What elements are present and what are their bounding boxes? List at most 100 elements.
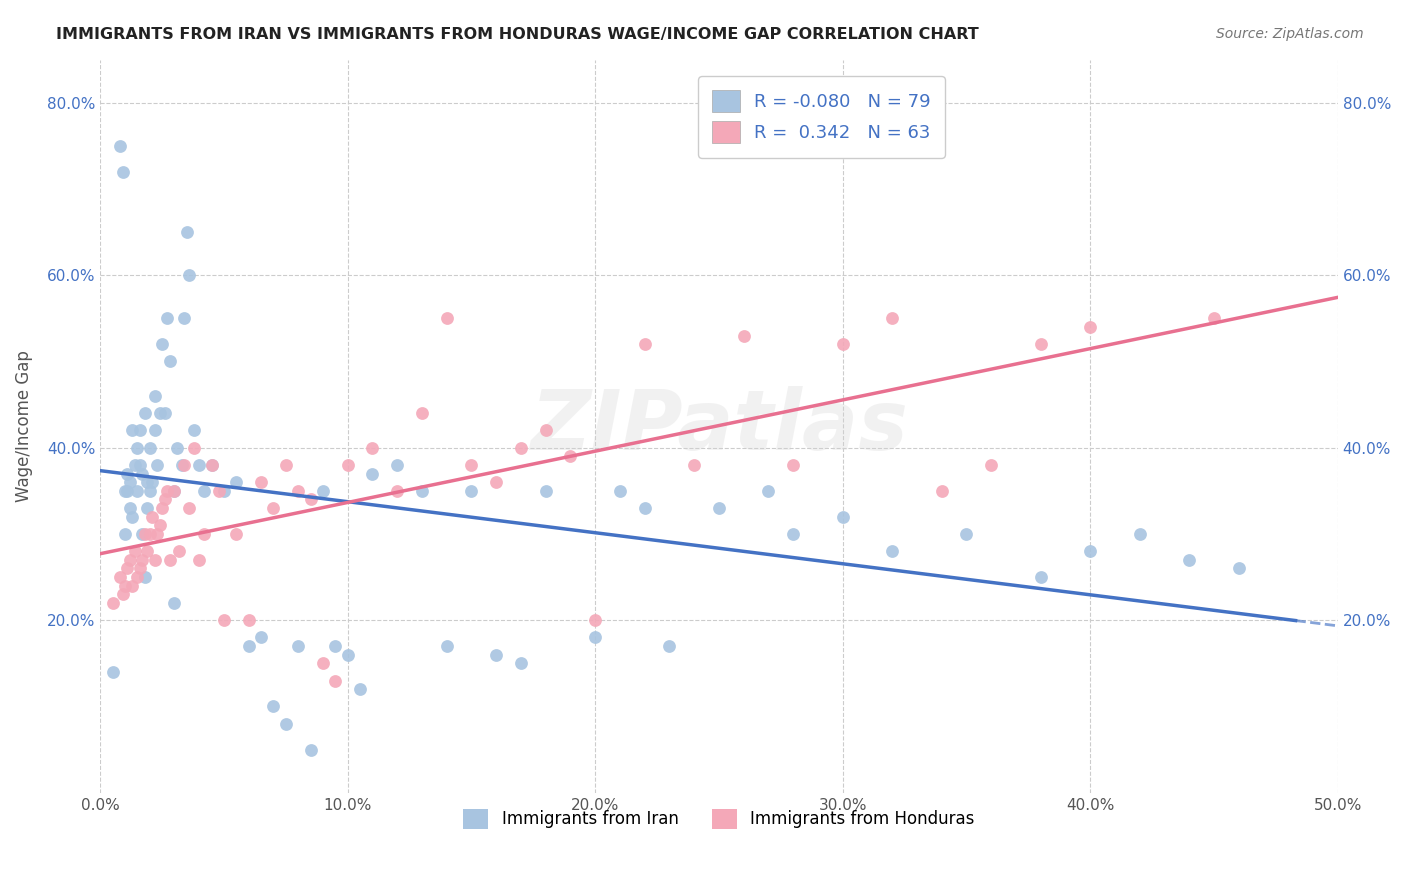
Point — [325, 639, 347, 653]
Point — [411, 483, 433, 498]
Point — [1078, 320, 1101, 334]
Point — [534, 424, 557, 438]
Point — [193, 527, 215, 541]
Point — [114, 483, 136, 498]
Point — [733, 328, 755, 343]
Point — [336, 458, 359, 472]
Point — [208, 483, 231, 498]
Point — [250, 631, 273, 645]
Point — [510, 441, 533, 455]
Point — [150, 501, 173, 516]
Point — [117, 561, 139, 575]
Point — [361, 441, 384, 455]
Point — [111, 165, 134, 179]
Point — [108, 570, 131, 584]
Point — [212, 613, 235, 627]
Point — [387, 458, 409, 472]
Point — [166, 441, 188, 455]
Point — [510, 657, 533, 671]
Point — [1227, 561, 1250, 575]
Point — [1078, 544, 1101, 558]
Point — [534, 483, 557, 498]
Point — [117, 483, 139, 498]
Point — [118, 475, 141, 490]
Point — [1029, 570, 1052, 584]
Point — [436, 639, 458, 653]
Point — [782, 458, 804, 472]
Point — [150, 337, 173, 351]
Point — [173, 311, 195, 326]
Point — [136, 501, 159, 516]
Point — [146, 458, 169, 472]
Point — [159, 553, 181, 567]
Point — [101, 665, 124, 679]
Point — [128, 424, 150, 438]
Point — [238, 639, 260, 653]
Point — [128, 561, 150, 575]
Point — [143, 389, 166, 403]
Point — [485, 648, 508, 662]
Point — [149, 518, 172, 533]
Point — [108, 138, 131, 153]
Point — [134, 570, 156, 584]
Point — [159, 354, 181, 368]
Point — [146, 527, 169, 541]
Point — [634, 501, 657, 516]
Point — [121, 424, 143, 438]
Point — [143, 424, 166, 438]
Point — [980, 458, 1002, 472]
Point — [583, 613, 606, 627]
Point — [183, 424, 205, 438]
Point — [188, 458, 211, 472]
Point — [609, 483, 631, 498]
Point — [163, 596, 186, 610]
Point — [707, 501, 730, 516]
Point — [156, 311, 179, 326]
Point — [114, 527, 136, 541]
Point — [460, 483, 482, 498]
Point — [1202, 311, 1225, 326]
Point — [127, 570, 149, 584]
Point — [143, 553, 166, 567]
Point — [117, 467, 139, 481]
Point — [882, 544, 904, 558]
Point — [139, 527, 162, 541]
Point — [188, 553, 211, 567]
Point — [111, 587, 134, 601]
Point — [201, 458, 224, 472]
Point — [163, 483, 186, 498]
Point — [131, 553, 153, 567]
Point — [139, 483, 162, 498]
Point — [1129, 527, 1152, 541]
Point — [1029, 337, 1052, 351]
Point — [436, 311, 458, 326]
Point — [299, 742, 322, 756]
Point — [179, 268, 201, 283]
Point — [124, 458, 146, 472]
Point — [136, 475, 159, 490]
Text: ZIPatlas: ZIPatlas — [530, 385, 908, 467]
Point — [1178, 553, 1201, 567]
Point — [387, 483, 409, 498]
Point — [831, 509, 853, 524]
Point — [131, 527, 153, 541]
Point — [141, 509, 163, 524]
Point — [134, 406, 156, 420]
Legend: Immigrants from Iran, Immigrants from Honduras: Immigrants from Iran, Immigrants from Ho… — [457, 802, 981, 836]
Point — [312, 483, 335, 498]
Point — [263, 699, 285, 714]
Point — [460, 458, 482, 472]
Point — [274, 458, 297, 472]
Point — [118, 501, 141, 516]
Point — [153, 492, 176, 507]
Text: IMMIGRANTS FROM IRAN VS IMMIGRANTS FROM HONDURAS WAGE/INCOME GAP CORRELATION CHA: IMMIGRANTS FROM IRAN VS IMMIGRANTS FROM … — [56, 27, 979, 42]
Point — [139, 441, 162, 455]
Point — [179, 501, 201, 516]
Point — [560, 450, 582, 464]
Point — [683, 458, 706, 472]
Point — [485, 475, 508, 490]
Point — [212, 483, 235, 498]
Y-axis label: Wage/Income Gap: Wage/Income Gap — [15, 351, 32, 502]
Point — [121, 509, 143, 524]
Text: Source: ZipAtlas.com: Source: ZipAtlas.com — [1216, 27, 1364, 41]
